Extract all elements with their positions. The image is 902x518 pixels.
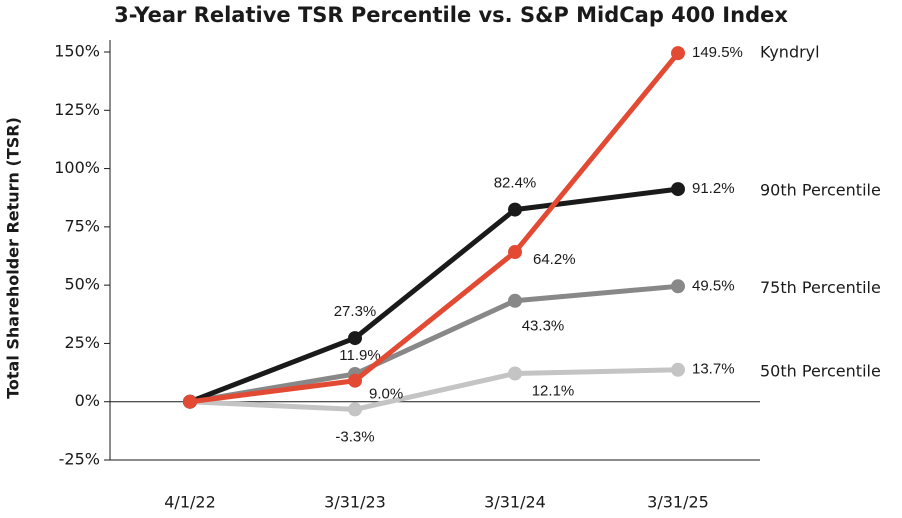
data-label: 149.5% (692, 44, 743, 61)
y-tick-label: 75% (64, 216, 100, 235)
data-label: 12.1% (532, 382, 575, 399)
data-label: 13.7% (692, 361, 735, 378)
data-label: 27.3% (334, 303, 377, 320)
data-point (508, 366, 522, 381)
data-point (183, 394, 197, 409)
data-label: -3.3% (335, 428, 374, 445)
y-axis-title: Total Shareholder Return (TSR) (4, 117, 23, 399)
series-line (189, 367, 679, 412)
series-line (189, 283, 679, 405)
series-line (189, 51, 680, 405)
data-label: 43.3% (522, 318, 565, 335)
y-tick-label: 150% (54, 42, 100, 61)
data-point (508, 293, 522, 308)
x-tick-label: 4/1/22 (164, 493, 216, 512)
x-tick-label: 3/31/24 (484, 493, 546, 512)
data-label: 82.4% (494, 175, 537, 192)
data-point (348, 373, 362, 388)
series-name: Kyndryl (760, 43, 820, 62)
y-tick-label: 25% (64, 333, 100, 352)
series-name: 75th Percentile (760, 278, 881, 297)
x-tick-label: 3/31/23 (324, 493, 386, 512)
data-label: 9.0% (369, 386, 403, 403)
series-line (189, 186, 679, 405)
x-tick-label: 3/31/25 (647, 493, 709, 512)
y-tick-label: 100% (54, 158, 100, 177)
series-name: 50th Percentile (760, 361, 881, 380)
y-tick-label: 125% (54, 100, 100, 119)
data-point (348, 331, 362, 346)
data-point (671, 46, 685, 61)
data-point (671, 182, 685, 197)
data-label: 91.2% (692, 180, 735, 197)
y-tick-label: -25% (59, 450, 100, 469)
data-point (671, 362, 685, 377)
data-point (671, 279, 685, 294)
data-label: 49.5% (692, 277, 735, 294)
y-tick-label: 50% (64, 275, 100, 294)
y-tick-label: 0% (75, 391, 100, 410)
data-label: 11.9% (339, 347, 380, 364)
data-point (508, 245, 522, 260)
series-name: 90th Percentile (760, 181, 881, 200)
data-point (348, 402, 362, 417)
data-point (508, 202, 522, 217)
data-label: 64.2% (533, 251, 576, 268)
chart-title: 3-Year Relative TSR Percentile vs. S&P M… (114, 3, 788, 27)
